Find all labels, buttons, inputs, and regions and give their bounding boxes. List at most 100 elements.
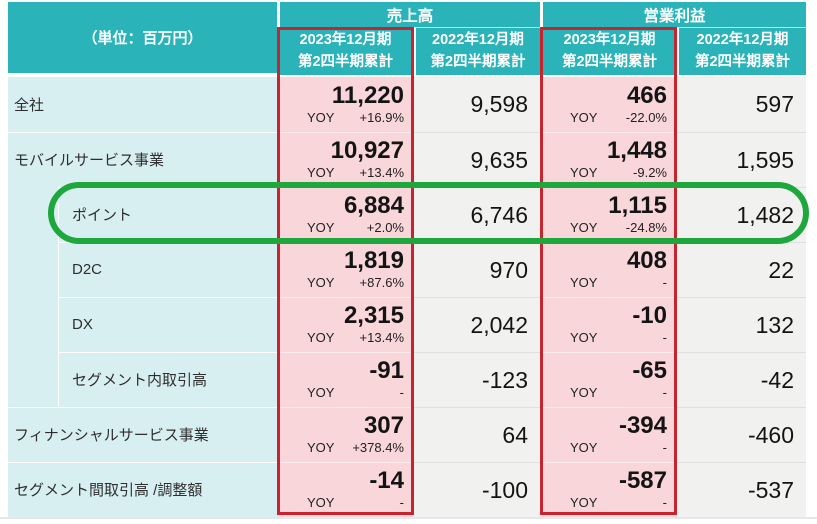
table-row: セグメント内取引高 -91 YOY - -123 -65 YOY - -42 xyxy=(8,352,806,407)
yoy-label: YOY xyxy=(570,275,598,291)
period-line: 第2四半期累計 xyxy=(561,53,658,70)
sales-previous-value: -100 xyxy=(481,476,528,503)
sales-current-cell: 307 YOY +378.4% xyxy=(277,407,414,462)
table-row: モバイルサービス事業 10,927 YOY +13.4% 9,635 1,448 … xyxy=(8,132,806,187)
yoy-line: YOY - xyxy=(285,385,404,401)
sales-previous-cell: 64 xyxy=(414,407,540,462)
profit-previous-value: -42 xyxy=(760,366,794,393)
row-label-cell: フィナンシャルサービス事業 xyxy=(8,407,277,462)
group-header-profit: 営業利益 xyxy=(540,2,806,27)
group-header-sales-label: 売上高 xyxy=(386,8,434,25)
group-header-row: 売上高 営業利益 xyxy=(277,2,806,27)
profit-previous-value: 597 xyxy=(755,91,794,117)
yoy-label: YOY xyxy=(307,165,335,181)
yoy-line: YOY -24.8% xyxy=(548,220,667,236)
sales-current-value: -91 xyxy=(369,357,404,385)
sales-current-cell: 1,819 YOY +87.6% xyxy=(277,242,414,297)
table-row: 全社 11,220 YOY +16.9% 9,598 466 YOY -22.0% … xyxy=(8,77,806,132)
yoy-line: YOY +16.9% xyxy=(285,110,404,125)
row-label-cell: D2C xyxy=(8,242,277,297)
sales-current-value: 11,220 xyxy=(331,81,404,109)
profit-current-value: 408 xyxy=(626,247,667,275)
unit-label: （単位：百万円） xyxy=(82,30,203,47)
row-label-cell: DX xyxy=(8,297,277,352)
period-header-sales-current: 2023年12月期 第2四半期累計 xyxy=(277,27,414,75)
yoy-line: YOY +87.6% xyxy=(285,275,404,291)
profit-previous-value: 1,482 xyxy=(736,201,794,228)
profit-current-cell: 1,448 YOY -9.2% xyxy=(540,132,677,187)
table-row: フィナンシャルサービス事業 307 YOY +378.4% 64 -394 YOY… xyxy=(8,407,806,462)
yoy-line: YOY - xyxy=(548,495,667,511)
row-label: D2C xyxy=(72,261,103,278)
row-label: フィナンシャルサービス事業 xyxy=(14,427,209,444)
profit-previous-value: -460 xyxy=(747,421,794,448)
period-line: 第2四半期累計 xyxy=(430,53,526,70)
profit-current-yoy: - xyxy=(662,275,667,291)
yoy-line: YOY - xyxy=(548,330,667,346)
table-row: セグメント間取引高 /調整額 -14 YOY - -100 -587 YOY - -… xyxy=(8,462,806,517)
yoy-label: YOY xyxy=(307,495,335,511)
profit-current-cell: -394 YOY - xyxy=(540,407,677,462)
profit-current-yoy: -24.8% xyxy=(625,220,667,236)
profit-current-cell: 1,115 YOY -24.8% xyxy=(540,187,677,242)
yoy-label: YOY xyxy=(570,220,598,236)
row-label: セグメント内取引高 xyxy=(72,372,208,389)
profit-current-yoy: -9.2% xyxy=(633,165,667,181)
row-label-cell: セグメント間取引高 /調整額 xyxy=(8,462,277,517)
yoy-line: YOY +2.0% xyxy=(285,220,404,236)
profit-current-value: -587 xyxy=(618,467,667,495)
period-line: 2022年12月期 xyxy=(432,31,524,48)
sales-current-yoy: +378.4% xyxy=(352,440,404,456)
profit-previous-cell: 597 xyxy=(677,77,806,132)
sales-previous-value: 2,042 xyxy=(470,311,528,338)
profit-previous-cell: -42 xyxy=(677,352,806,407)
sales-current-value: 1,819 xyxy=(343,247,404,275)
bottom-divider xyxy=(0,517,817,519)
profit-current-cell: -587 YOY - xyxy=(540,462,677,517)
sales-previous-cell: 6,746 xyxy=(414,187,540,242)
sales-current-yoy: +13.4% xyxy=(359,165,404,181)
profit-current-value: 1,115 xyxy=(608,192,667,220)
yoy-label: YOY xyxy=(570,440,598,456)
sales-current-cell: 11,220 YOY +16.9% xyxy=(277,77,414,132)
yoy-line: YOY - xyxy=(548,440,667,456)
sales-previous-cell: -100 xyxy=(414,462,540,517)
sales-current-yoy: +13.4% xyxy=(359,330,404,346)
sales-current-cell: 6,884 YOY +2.0% xyxy=(277,187,414,242)
sales-current-yoy: +87.6% xyxy=(359,275,404,291)
sales-previous-value: 64 xyxy=(502,421,528,448)
period-line: 2022年12月期 xyxy=(696,31,789,48)
period-line: 2023年12月期 xyxy=(563,31,656,48)
profit-current-value: -394 xyxy=(618,412,667,440)
table-row: DX 2,315 YOY +13.4% 2,042 -10 YOY - 132 xyxy=(8,297,806,352)
yoy-label: YOY xyxy=(570,109,598,125)
period-line: 2023年12月期 xyxy=(299,31,392,48)
profit-current-yoy: - xyxy=(662,330,667,346)
profit-current-value: -10 xyxy=(632,302,667,330)
sales-current-yoy: +2.0% xyxy=(366,220,404,236)
sales-previous-value: 970 xyxy=(489,256,528,283)
profit-previous-cell: 22 xyxy=(677,242,806,297)
sales-previous-cell: 970 xyxy=(414,242,540,297)
profit-previous-value: 22 xyxy=(768,256,794,283)
yoy-line: YOY +13.4% xyxy=(285,165,404,181)
profit-previous-value: 132 xyxy=(755,311,794,338)
yoy-line: YOY - xyxy=(285,495,404,511)
sales-previous-value: -123 xyxy=(481,366,528,393)
sales-current-cell: -14 YOY - xyxy=(277,462,414,517)
yoy-label: YOY xyxy=(307,275,335,291)
sales-current-value: 6,884 xyxy=(343,192,404,220)
yoy-label: YOY xyxy=(307,385,335,401)
row-label-cell: 全社 xyxy=(8,77,277,132)
profit-previous-value: -537 xyxy=(747,476,794,503)
sales-previous-value: 9,635 xyxy=(470,146,528,173)
row-label-cell: セグメント内取引高 xyxy=(8,352,277,407)
sales-current-yoy: - xyxy=(399,385,404,401)
sales-previous-cell: 2,042 xyxy=(414,297,540,352)
yoy-label: YOY xyxy=(570,330,598,346)
sales-previous-value: 9,598 xyxy=(470,91,528,117)
sales-previous-cell: -123 xyxy=(414,352,540,407)
yoy-label: YOY xyxy=(570,495,598,511)
yoy-line: YOY - xyxy=(548,385,667,400)
table-row: D2C 1,819 YOY +87.6% 970 408 YOY - 22 xyxy=(8,242,806,297)
